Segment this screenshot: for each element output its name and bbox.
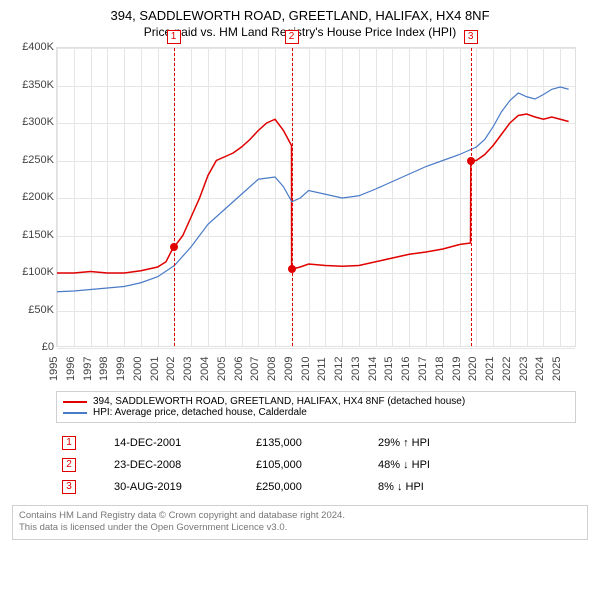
series-line (57, 114, 569, 273)
event-row: 2 23-DEC-2008£105,00048% ↓ HPI (58, 455, 434, 475)
x-tick-label: 2008 (266, 357, 278, 381)
event-delta: 48% ↓ HPI (374, 455, 434, 475)
y-axis: £0£50K£100K£150K£200K£250K£300K£350K£400… (12, 47, 56, 347)
x-tick-label: 1997 (81, 357, 93, 381)
x-axis: 1995199619971998199920002001200220032004… (56, 353, 576, 387)
x-tick-label: 2004 (199, 357, 211, 381)
x-tick-label: 2015 (383, 357, 395, 381)
footer-line2: This data is licensed under the Open Gov… (19, 522, 581, 534)
x-tick-label: 1996 (65, 357, 77, 381)
y-tick-label: £400K (22, 41, 54, 53)
marker-point (467, 157, 475, 165)
series-legend: 394, SADDLEWORTH ROAD, GREETLAND, HALIFA… (56, 391, 576, 423)
event-number-box: 3 (62, 480, 76, 494)
x-tick-label: 1995 (48, 357, 60, 381)
event-date: 23-DEC-2008 (110, 455, 250, 475)
x-tick-label: 2022 (501, 357, 513, 381)
x-tick-label: 2012 (333, 357, 345, 381)
marker-number-box: 3 (464, 30, 478, 44)
events-table: 1 14-DEC-2001£135,00029% ↑ HPI 2 23-DEC-200… (56, 431, 436, 499)
title-block: 394, SADDLEWORTH ROAD, GREETLAND, HALIFA… (12, 8, 588, 39)
legend-row: HPI: Average price, detached house, Cald… (63, 407, 569, 418)
x-tick-label: 2021 (484, 357, 496, 381)
x-tick-label: 2007 (249, 357, 261, 381)
x-tick-label: 2006 (232, 357, 244, 381)
x-tick-label: 2011 (317, 357, 329, 381)
event-number-box: 1 (62, 436, 76, 450)
event-delta: 29% ↑ HPI (374, 433, 434, 453)
y-tick-label: £300K (22, 116, 54, 128)
event-date: 30-AUG-2019 (110, 477, 250, 497)
legend-label: 394, SADDLEWORTH ROAD, GREETLAND, HALIFA… (93, 396, 465, 407)
x-tick-label: 2024 (534, 357, 546, 381)
marker-vline (174, 48, 175, 346)
series-line (57, 87, 569, 292)
event-number-box: 2 (62, 458, 76, 472)
y-tick-label: £350K (22, 79, 54, 91)
event-price: £250,000 (252, 477, 372, 497)
x-tick-label: 2014 (366, 357, 378, 381)
x-tick-label: 2003 (182, 357, 194, 381)
event-date: 14-DEC-2001 (110, 433, 250, 453)
x-tick-label: 2023 (517, 357, 529, 381)
legend-label: HPI: Average price, detached house, Cald… (93, 407, 307, 418)
event-row: 3 30-AUG-2019£250,0008% ↓ HPI (58, 477, 434, 497)
chart-area: £0£50K£100K£150K£200K£250K£300K£350K£400… (12, 47, 588, 387)
x-tick-label: 2013 (350, 357, 362, 381)
x-tick-label: 2016 (400, 357, 412, 381)
event-delta: 8% ↓ HPI (374, 477, 434, 497)
marker-number-box: 1 (167, 30, 181, 44)
event-row: 1 14-DEC-2001£135,00029% ↑ HPI (58, 433, 434, 453)
series-svg (57, 48, 577, 348)
y-tick-label: £250K (22, 154, 54, 166)
y-tick-label: £50K (28, 304, 54, 316)
x-tick-label: 2002 (165, 357, 177, 381)
footer-line1: Contains HM Land Registry data © Crown c… (19, 510, 581, 522)
marker-vline (471, 48, 472, 346)
footer-attribution: Contains HM Land Registry data © Crown c… (12, 505, 588, 540)
plot-area: 123 (56, 47, 576, 347)
legend-swatch (63, 401, 87, 403)
x-tick-label: 2009 (283, 357, 295, 381)
x-tick-label: 2005 (215, 357, 227, 381)
x-tick-label: 2018 (434, 357, 446, 381)
marker-point (288, 265, 296, 273)
x-tick-label: 2020 (467, 357, 479, 381)
x-tick-label: 2025 (551, 357, 563, 381)
marker-point (170, 243, 178, 251)
x-tick-label: 2000 (132, 357, 144, 381)
x-tick-label: 2017 (417, 357, 429, 381)
event-price: £105,000 (252, 455, 372, 475)
x-tick-label: 2001 (148, 357, 160, 381)
event-price: £135,000 (252, 433, 372, 453)
x-tick-label: 2010 (299, 357, 311, 381)
chart-container: 394, SADDLEWORTH ROAD, GREETLAND, HALIFA… (0, 0, 600, 590)
y-tick-label: £100K (22, 266, 54, 278)
x-tick-label: 2019 (450, 357, 462, 381)
title-line1: 394, SADDLEWORTH ROAD, GREETLAND, HALIFA… (12, 8, 588, 23)
y-tick-label: £0 (42, 341, 54, 353)
legend-swatch (63, 412, 87, 414)
x-tick-label: 1998 (98, 357, 110, 381)
marker-vline (292, 48, 293, 346)
y-tick-label: £150K (22, 229, 54, 241)
gridline-h (57, 348, 575, 349)
legend-row: 394, SADDLEWORTH ROAD, GREETLAND, HALIFA… (63, 396, 569, 407)
marker-number-box: 2 (285, 30, 299, 44)
title-line2: Price paid vs. HM Land Registry's House … (12, 25, 588, 39)
x-tick-label: 1999 (115, 357, 127, 381)
y-tick-label: £200K (22, 191, 54, 203)
